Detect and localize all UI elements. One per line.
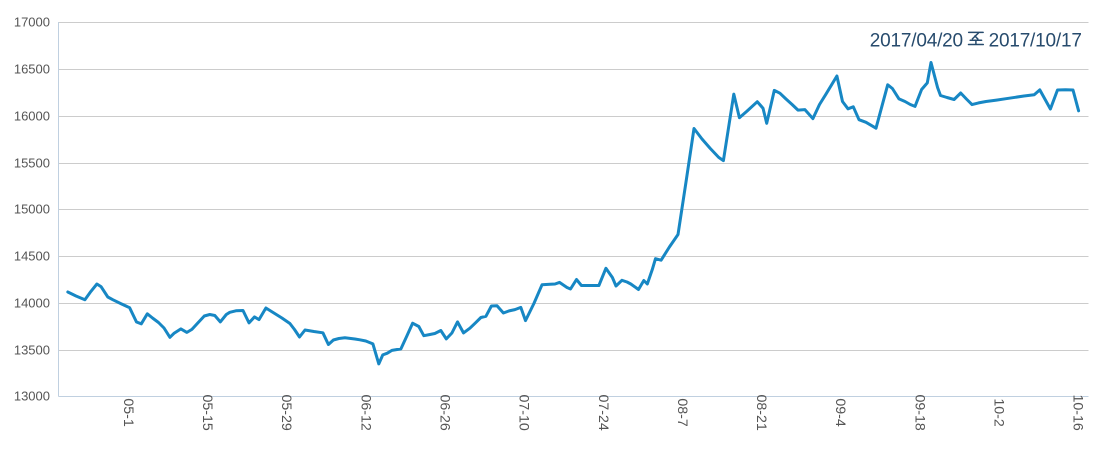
svg-text:09-4: 09-4: [832, 398, 848, 427]
svg-text:16000: 16000: [14, 109, 50, 124]
svg-text:14500: 14500: [14, 249, 50, 264]
svg-text:05-15: 05-15: [199, 394, 215, 430]
svg-text:09-18: 09-18: [911, 394, 927, 430]
svg-text:2017/04/20: 2017/04/20: [870, 30, 963, 51]
svg-text:07-24: 07-24: [595, 394, 611, 430]
svg-text:14000: 14000: [14, 296, 50, 311]
svg-text:10-2: 10-2: [991, 398, 1007, 427]
svg-text:08-7: 08-7: [674, 398, 690, 427]
svg-text:10-16: 10-16: [1070, 394, 1086, 430]
svg-text:16500: 16500: [14, 62, 50, 77]
svg-text:15000: 15000: [14, 202, 50, 217]
svg-text:06-26: 06-26: [437, 394, 453, 430]
svg-text:13000: 13000: [14, 389, 50, 404]
svg-text:17000: 17000: [14, 15, 50, 30]
svg-text:07-10: 07-10: [516, 394, 532, 430]
svg-text:06-12: 06-12: [357, 394, 373, 430]
svg-text:08-21: 08-21: [753, 394, 769, 430]
svg-text:05-29: 05-29: [278, 394, 294, 430]
svg-text:05-1: 05-1: [120, 398, 136, 427]
svg-text:2017/10/17: 2017/10/17: [989, 30, 1082, 51]
svg-text:13500: 13500: [14, 343, 50, 358]
svg-text:15500: 15500: [14, 156, 50, 171]
